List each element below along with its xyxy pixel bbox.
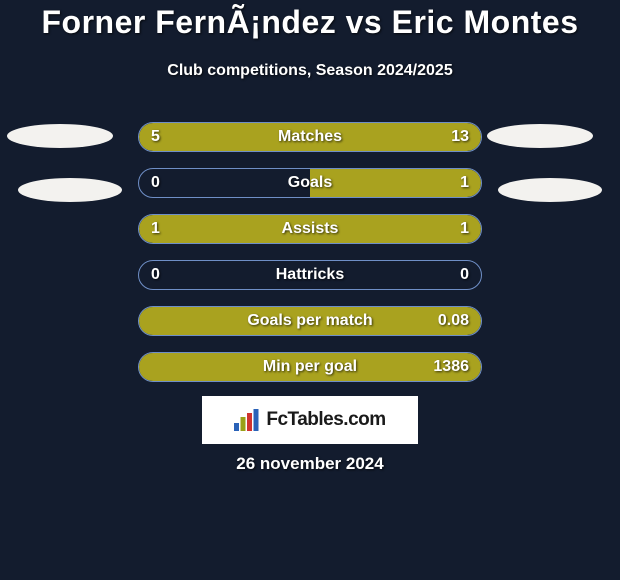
stat-value-right: 1386 [433, 358, 469, 376]
stat-value-left: 5 [151, 128, 160, 146]
stat-label: Min per goal [139, 358, 481, 376]
stat-value-right: 1 [460, 220, 469, 238]
subtitle: Club competitions, Season 2024/2025 [0, 62, 620, 80]
stat-value-right: 1 [460, 174, 469, 192]
logo-box: FcTables.com [202, 396, 418, 444]
stat-label: Matches [139, 128, 481, 146]
logo-bars-icon [234, 409, 260, 431]
stat-row: Hattricks0 0 [138, 260, 482, 290]
player-left-marker-2 [18, 178, 122, 202]
stat-row: Min per goal1386 [138, 352, 482, 382]
stat-label: Hattricks [139, 266, 481, 284]
stat-value-right: 13 [451, 128, 469, 146]
player-left-marker-1 [7, 124, 113, 148]
stat-label: Assists [139, 220, 481, 238]
stat-value-right: 0 [460, 266, 469, 284]
stat-value-left: 0 [151, 174, 160, 192]
comparison-infographic: Forner FernÃ¡ndez vs Eric Montes Club co… [0, 0, 620, 580]
stat-row: Matches5 13 [138, 122, 482, 152]
stat-value-right: 0.08 [438, 312, 469, 330]
logo-text: FcTables.com [266, 409, 385, 431]
stat-value-left: 1 [151, 220, 160, 238]
stat-bars: Matches513Goals01Assists11Hattricks00Goa… [138, 122, 482, 398]
player-right-marker-2 [498, 178, 602, 202]
player-right-marker-1 [487, 124, 593, 148]
stat-row: Goals per match0.08 [138, 306, 482, 336]
date-line: 26 november 2024 [0, 454, 620, 474]
stat-label: Goals per match [139, 312, 481, 330]
page-title: Forner FernÃ¡ndez vs Eric Montes [0, 4, 620, 41]
stat-row: Assists1 1 [138, 214, 482, 244]
stat-label: Goals [139, 174, 481, 192]
stat-row: Goals0 1 [138, 168, 482, 198]
stat-value-left: 0 [151, 266, 160, 284]
